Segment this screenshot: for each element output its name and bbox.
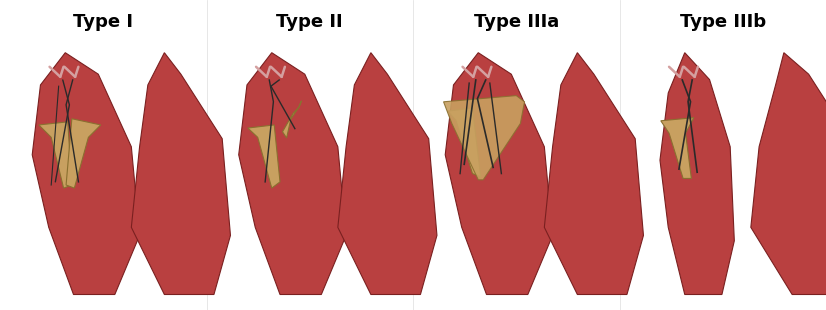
Polygon shape <box>248 125 280 188</box>
Polygon shape <box>544 53 643 294</box>
Polygon shape <box>131 53 230 294</box>
Polygon shape <box>66 119 101 188</box>
Polygon shape <box>239 53 346 294</box>
Polygon shape <box>32 53 140 294</box>
Polygon shape <box>661 118 694 179</box>
Polygon shape <box>282 101 301 138</box>
Polygon shape <box>338 53 437 294</box>
Text: Type IIIa: Type IIIa <box>473 13 559 31</box>
Polygon shape <box>445 53 553 294</box>
Polygon shape <box>448 108 481 177</box>
Text: Type I: Type I <box>74 13 133 31</box>
Polygon shape <box>444 95 525 180</box>
Polygon shape <box>660 53 734 294</box>
Polygon shape <box>39 122 72 188</box>
Text: Type IIIb: Type IIIb <box>680 13 766 31</box>
Polygon shape <box>751 53 826 294</box>
Text: Type II: Type II <box>277 13 343 31</box>
